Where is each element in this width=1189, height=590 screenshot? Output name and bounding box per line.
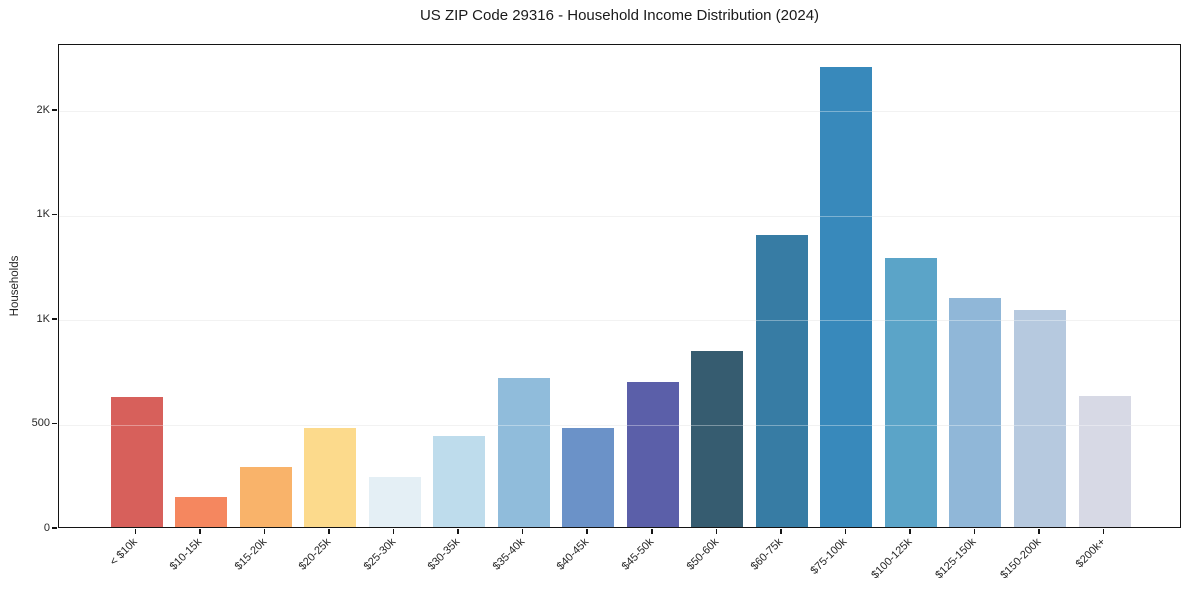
x-tick-label: $10-15k xyxy=(167,536,205,573)
y-axis-label: Households xyxy=(9,255,21,317)
x-tick-mark xyxy=(715,529,718,534)
x-tick-label: $50-60k xyxy=(684,536,721,573)
gridline-overlay xyxy=(59,215,1180,217)
gridline-1k xyxy=(59,320,1180,322)
gridline-overlay xyxy=(59,320,1180,322)
gridline-overlay xyxy=(59,111,1180,113)
x-tick-mark xyxy=(392,529,395,534)
x-tick-mark xyxy=(263,529,266,534)
x-tick-label: $150-200k xyxy=(998,536,1044,582)
bar-15-20k xyxy=(239,467,292,527)
x-tick-mark xyxy=(844,529,847,534)
bar-20-25k xyxy=(304,427,357,527)
x-tick-mark xyxy=(973,529,976,534)
y-tick-mark xyxy=(52,422,57,425)
x-tick-mark xyxy=(1038,529,1040,534)
bar-100-125k xyxy=(884,258,937,527)
x-tick-label: < $10k xyxy=(107,536,140,569)
x-tick-label: $75-100k xyxy=(808,536,850,577)
bar-50-60k xyxy=(691,351,744,527)
x-tick-label: $35-40k xyxy=(490,536,528,573)
x-tick-label: $125-150k xyxy=(933,536,979,582)
x-tick-label: $15-20k xyxy=(232,536,270,573)
x-tick-mark xyxy=(457,529,459,534)
x-tick-label: $100-125k xyxy=(869,536,915,582)
x-tick-label: $60-75k xyxy=(748,536,786,573)
x-tick-label: $30-35k xyxy=(426,536,463,573)
y-tick-label: 0 xyxy=(43,521,50,534)
x-tick-mark xyxy=(1102,529,1105,534)
bar-35-40k xyxy=(497,378,550,527)
x-tick-label: $40-45k xyxy=(555,536,592,573)
bar-10-15k xyxy=(175,496,228,527)
bar-30-35k xyxy=(433,436,486,527)
bar-40-45k xyxy=(562,427,615,527)
y-tick-label: 2K xyxy=(36,103,50,116)
x-tick-label: $20-25k xyxy=(296,536,334,573)
y-tick-label: 1K xyxy=(36,312,50,325)
x-tick-mark xyxy=(586,529,589,534)
x-tick-mark xyxy=(521,529,524,534)
y-tick-label: 500 xyxy=(31,417,50,429)
x-tick-mark xyxy=(199,529,201,534)
y-tick-mark xyxy=(52,213,57,216)
y-tick-mark xyxy=(52,318,57,320)
bar-10k xyxy=(110,397,163,527)
x-tick-label: $25-30k xyxy=(361,536,399,573)
bar-45-50k xyxy=(626,382,679,527)
bar-25-30k xyxy=(368,477,421,527)
y-tick-mark xyxy=(52,109,57,111)
bar-200k xyxy=(1078,396,1131,527)
bar-125-150k xyxy=(949,298,1002,527)
x-tick-mark xyxy=(780,529,782,534)
bar-60-75k xyxy=(755,235,808,527)
gridline-1k xyxy=(59,215,1180,217)
x-tick-label: $200k+ xyxy=(1073,536,1108,571)
gridline-overlay xyxy=(59,424,1180,426)
y-tick-mark xyxy=(52,527,57,529)
bar-75-100k xyxy=(820,67,873,527)
x-tick-mark xyxy=(328,529,330,534)
x-tick-mark xyxy=(134,529,137,534)
chart-title: US ZIP Code 29316 - Household Income Dis… xyxy=(419,7,820,24)
plot-area xyxy=(58,44,1181,528)
x-tick-mark xyxy=(650,529,653,534)
gridline-500 xyxy=(59,424,1180,426)
x-tick-label: $45-50k xyxy=(619,536,657,573)
gridline-2k xyxy=(59,111,1180,113)
y-tick-label: 1K xyxy=(36,208,50,221)
bar-150-200k xyxy=(1013,310,1066,527)
x-tick-mark xyxy=(909,529,911,534)
